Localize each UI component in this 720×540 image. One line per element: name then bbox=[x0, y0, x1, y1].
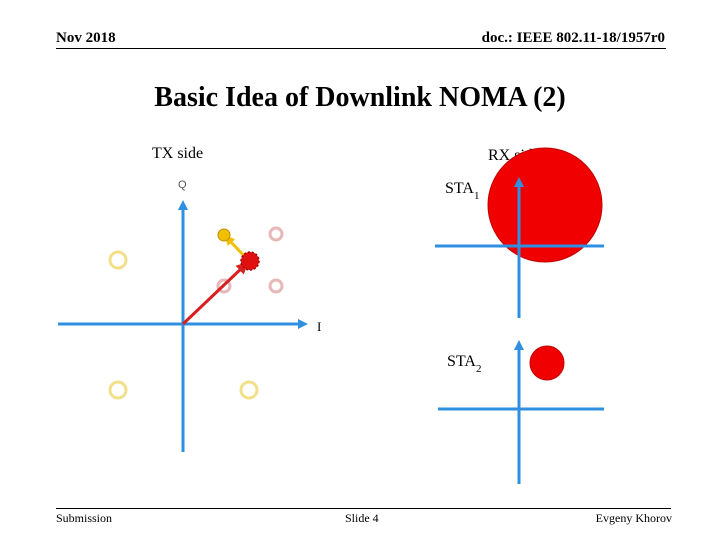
sta2-label: STA2 bbox=[447, 353, 481, 375]
sta2-signal-arrow bbox=[181, 261, 249, 326]
constellation-point bbox=[268, 278, 284, 294]
constellation-point bbox=[216, 278, 232, 294]
sta1-received-region bbox=[487, 147, 603, 263]
footer-submission: Submission bbox=[56, 511, 113, 525]
footer-divider bbox=[56, 508, 671, 509]
q-axis-label: Q bbox=[178, 179, 187, 191]
superposed-red-point bbox=[240, 251, 260, 271]
constellation-point bbox=[239, 380, 259, 400]
constellation-point bbox=[268, 226, 284, 242]
superposed-yellow-point bbox=[217, 228, 231, 242]
footer-author: Evgeny Khorov bbox=[595, 511, 672, 525]
tx-side-label: TX side bbox=[152, 145, 203, 162]
footer-slide-number: Slide 4 bbox=[345, 511, 379, 525]
header-doc-id: doc.: IEEE 802.11-18/1957r0 bbox=[481, 30, 665, 46]
header-date: Nov 2018 bbox=[56, 30, 116, 46]
constellation-point bbox=[108, 250, 128, 270]
i-axis-label: I bbox=[317, 319, 321, 334]
sta1-label: STA1 bbox=[445, 180, 479, 202]
constellation-point bbox=[108, 380, 128, 400]
sta2-received-point bbox=[529, 345, 565, 381]
slide-title: Basic Idea of Downlink NOMA (2) bbox=[154, 82, 566, 113]
header-divider bbox=[56, 48, 666, 49]
